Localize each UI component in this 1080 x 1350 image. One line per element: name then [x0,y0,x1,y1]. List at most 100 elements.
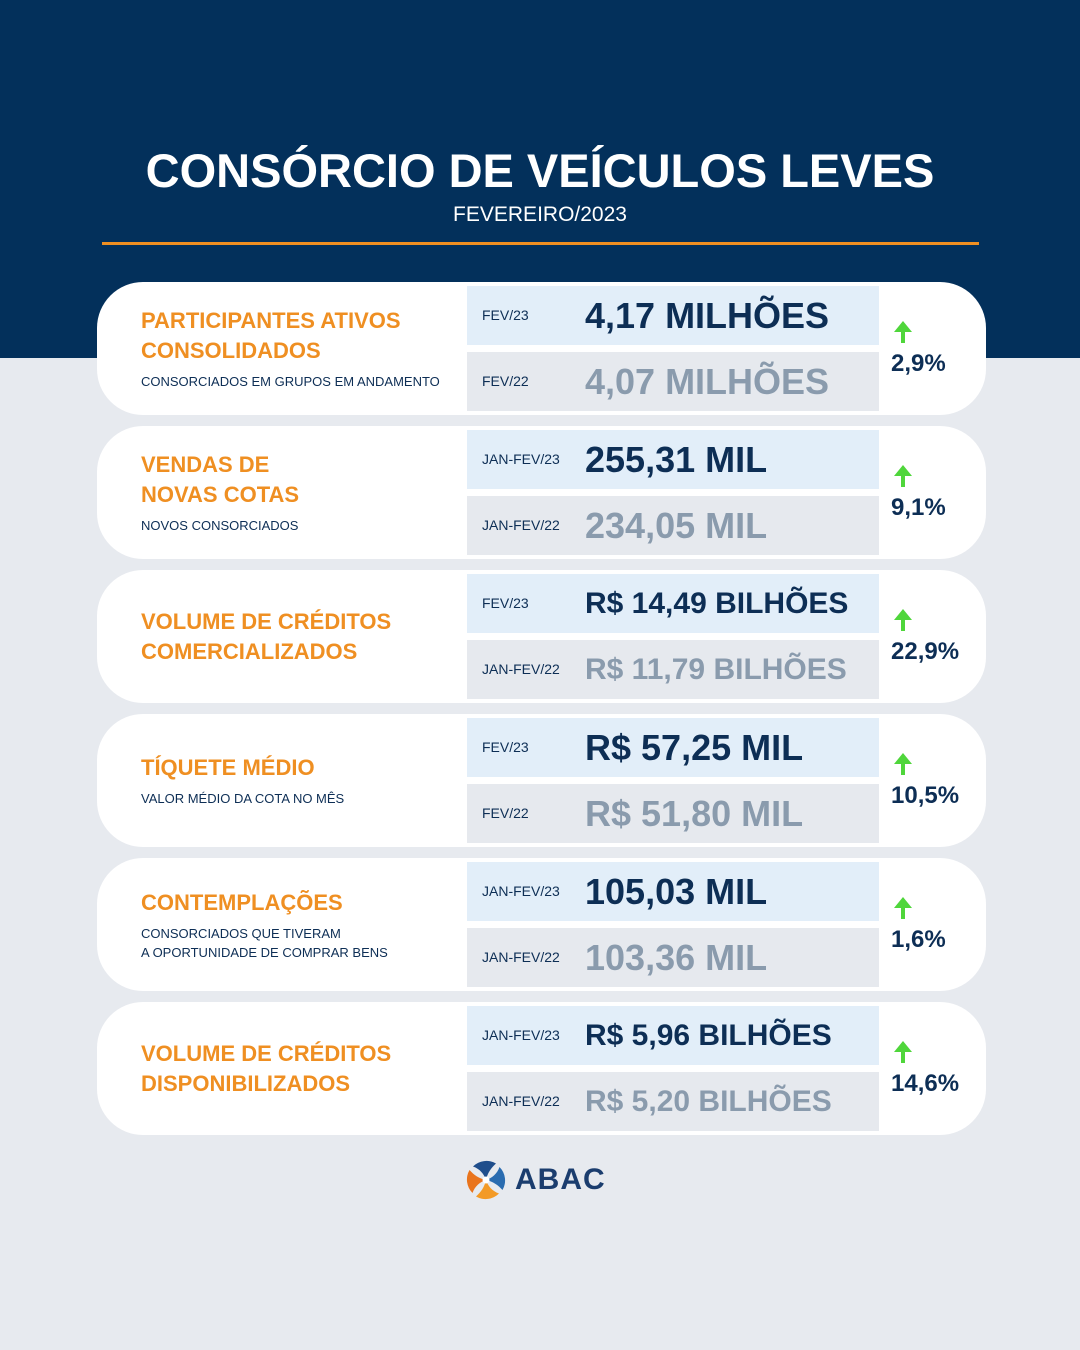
current-period-row: FEV/23 R$ 57,25 MIL [467,718,879,777]
change-indicator: 22,9% [879,570,986,703]
metric-title: TÍQUETE MÉDIO [141,753,461,783]
metric-description: CONSORCIADOS QUE TIVERAM A OPORTUNIDADE … [141,924,461,962]
logo-wordmark: ABAC [515,1163,606,1196]
metric-description: VALOR MÉDIO DA COTA NO MÊS [141,789,461,808]
previous-period-row: FEV/22 R$ 51,80 MIL [467,784,879,843]
previous-period-value: R$ 11,79 BILHÕES [585,653,847,686]
metric-card-active-participants: PARTICIPANTES ATIVOS CONSOLIDADOS CONSOR… [97,282,986,415]
arrow-up-icon [894,896,912,919]
metric-description-line: A OPORTUNIDADE DE COMPRAR BENS [141,944,388,960]
previous-period-row: JAN-FEV/22 R$ 5,20 BILHÕES [467,1072,879,1131]
change-percent: 2,9% [891,349,946,377]
page-title: CONSÓRCIO DE VEÍCULOS LEVES [145,144,935,197]
arrow-up-icon [894,752,912,775]
comparison-rows: FEV/23 4,17 MILHÕES FEV/22 4,07 MILHÕES [467,286,879,418]
current-period-value: 255,31 MIL [585,439,768,480]
metric-description: NOVOS CONSORCIADOS [141,516,461,535]
change-percent: 10,5% [891,781,960,809]
metric-card-credits-available: VOLUME DE CRÉDITOS DISPONIBILIZADOS JAN-… [97,1002,986,1135]
metric-description-line: CONSORCIADOS QUE TIVERAM [141,925,341,941]
change-indicator: 9,1% [879,426,986,559]
change-percent: 1,6% [891,925,946,953]
previous-period-value: R$ 51,80 MIL [585,793,804,834]
current-period-label: FEV/23 [482,307,529,323]
current-period-value: 4,17 MILHÕES [585,295,830,336]
metric-card-new-quota-sales: VENDAS DE NOVAS COTAS NOVOS CONSORCIADOS… [97,426,986,559]
current-period-row: JAN-FEV/23 R$ 5,96 BILHÕES [467,1006,879,1065]
title-divider [102,242,979,245]
metric-title-line: VOLUME DE CRÉDITOS [141,1040,392,1066]
metric-card-contemplations: CONTEMPLAÇÕES CONSORCIADOS QUE TIVERAM A… [97,858,986,991]
current-period-label: JAN-FEV/23 [482,883,560,899]
metric-card-credits-sold: VOLUME DE CRÉDITOS COMERCIALIZADOS FEV/2… [97,570,986,703]
arrow-up-icon [894,1040,912,1063]
metric-description-line: NOVOS CONSORCIADOS [141,518,299,533]
previous-period-label: FEV/22 [482,373,529,389]
comparison-rows: JAN-FEV/23 R$ 5,96 BILHÕES JAN-FEV/22 R$… [467,1006,879,1138]
current-period-label: JAN-FEV/23 [482,451,560,467]
current-period-value: R$ 5,96 BILHÕES [585,1019,832,1052]
metric-title: VOLUME DE CRÉDITOS COMERCIALIZADOS [141,607,461,667]
previous-period-row: JAN-FEV/22 103,36 MIL [467,928,879,987]
metric-title: CONTEMPLAÇÕES [141,888,461,918]
metric-description-line: CONSORCIADOS EM GRUPOS EM ANDAMENTO [141,374,440,389]
arrow-up-icon [894,464,912,487]
metric-heading: VENDAS DE NOVAS COTAS NOVOS CONSORCIADOS [141,426,461,559]
page-subtitle: FEVEREIRO/2023 [453,203,627,226]
change-indicator: 14,6% [879,1002,986,1135]
metric-title: PARTICIPANTES ATIVOS CONSOLIDADOS [141,306,461,366]
metric-title-line: CONTEMPLAÇÕES [141,889,343,915]
metric-heading: TÍQUETE MÉDIO VALOR MÉDIO DA COTA NO MÊS [141,714,461,847]
current-period-row: JAN-FEV/23 255,31 MIL [467,430,879,489]
comparison-rows: FEV/23 R$ 14,49 BILHÕES JAN-FEV/22 R$ 11… [467,574,879,706]
previous-period-row: FEV/22 4,07 MILHÕES [467,352,879,411]
comparison-rows: FEV/23 R$ 57,25 MIL FEV/22 R$ 51,80 MIL [467,718,879,850]
metric-heading: VOLUME DE CRÉDITOS COMERCIALIZADOS [141,570,461,703]
arrow-up-icon [894,608,912,631]
previous-period-label: FEV/22 [482,805,529,821]
metric-card-average-ticket: TÍQUETE MÉDIO VALOR MÉDIO DA COTA NO MÊS… [97,714,986,847]
change-indicator: 2,9% [879,282,986,415]
previous-period-value: 103,36 MIL [585,937,768,978]
current-period-value: 105,03 MIL [585,871,768,912]
change-indicator: 1,6% [879,858,986,991]
current-period-row: FEV/23 4,17 MILHÕES [467,286,879,345]
current-period-label: FEV/23 [482,739,529,755]
previous-period-value: 4,07 MILHÕES [585,361,830,402]
previous-period-value: R$ 5,20 BILHÕES [585,1085,832,1118]
change-percent: 22,9% [891,637,960,665]
metric-title-line: TÍQUETE MÉDIO [141,755,315,780]
metric-title-line: VOLUME DE CRÉDITOS [141,608,392,634]
metric-title-line: COMERCIALIZADOS [141,638,358,664]
previous-period-label: JAN-FEV/22 [482,1093,560,1109]
previous-period-value: 234,05 MIL [585,505,768,546]
metric-title-line: PARTICIPANTES ATIVOS [141,308,401,333]
metric-heading: VOLUME DE CRÉDITOS DISPONIBILIZADOS [141,1002,461,1135]
comparison-rows: JAN-FEV/23 105,03 MIL JAN-FEV/22 103,36 … [467,862,879,994]
current-period-row: JAN-FEV/23 105,03 MIL [467,862,879,921]
current-period-label: JAN-FEV/23 [482,1027,560,1043]
previous-period-row: JAN-FEV/22 R$ 11,79 BILHÕES [467,640,879,699]
current-period-label: FEV/23 [482,595,529,611]
metric-title: VENDAS DE NOVAS COTAS [141,450,461,510]
previous-period-row: JAN-FEV/22 234,05 MIL [467,496,879,555]
arrow-up-icon [894,320,912,343]
metric-title: VOLUME DE CRÉDITOS DISPONIBILIZADOS [141,1039,461,1099]
metric-title-line: DISPONIBILIZADOS [141,1070,351,1096]
metric-title-line: CONSOLIDADOS [141,338,321,363]
metric-title-line: NOVAS COTAS [141,482,300,507]
metric-description-line: VALOR MÉDIO DA COTA NO MÊS [141,791,345,806]
metric-description: CONSORCIADOS EM GRUPOS EM ANDAMENTO [141,372,461,391]
change-percent: 9,1% [891,493,946,521]
current-period-row: FEV/23 R$ 14,49 BILHÕES [467,574,879,633]
metric-title-line: VENDAS DE [141,452,270,477]
metric-heading: PARTICIPANTES ATIVOS CONSOLIDADOS CONSOR… [141,282,461,415]
comparison-rows: JAN-FEV/23 255,31 MIL JAN-FEV/22 234,05 … [467,430,879,562]
change-percent: 14,6% [891,1069,960,1097]
current-period-value: R$ 14,49 BILHÕES [585,587,849,620]
abac-logo: ABAC [466,1160,606,1200]
previous-period-label: JAN-FEV/22 [482,949,560,965]
metric-heading: CONTEMPLAÇÕES CONSORCIADOS QUE TIVERAM A… [141,858,461,991]
change-indicator: 10,5% [879,714,986,847]
previous-period-label: JAN-FEV/22 [482,517,560,533]
